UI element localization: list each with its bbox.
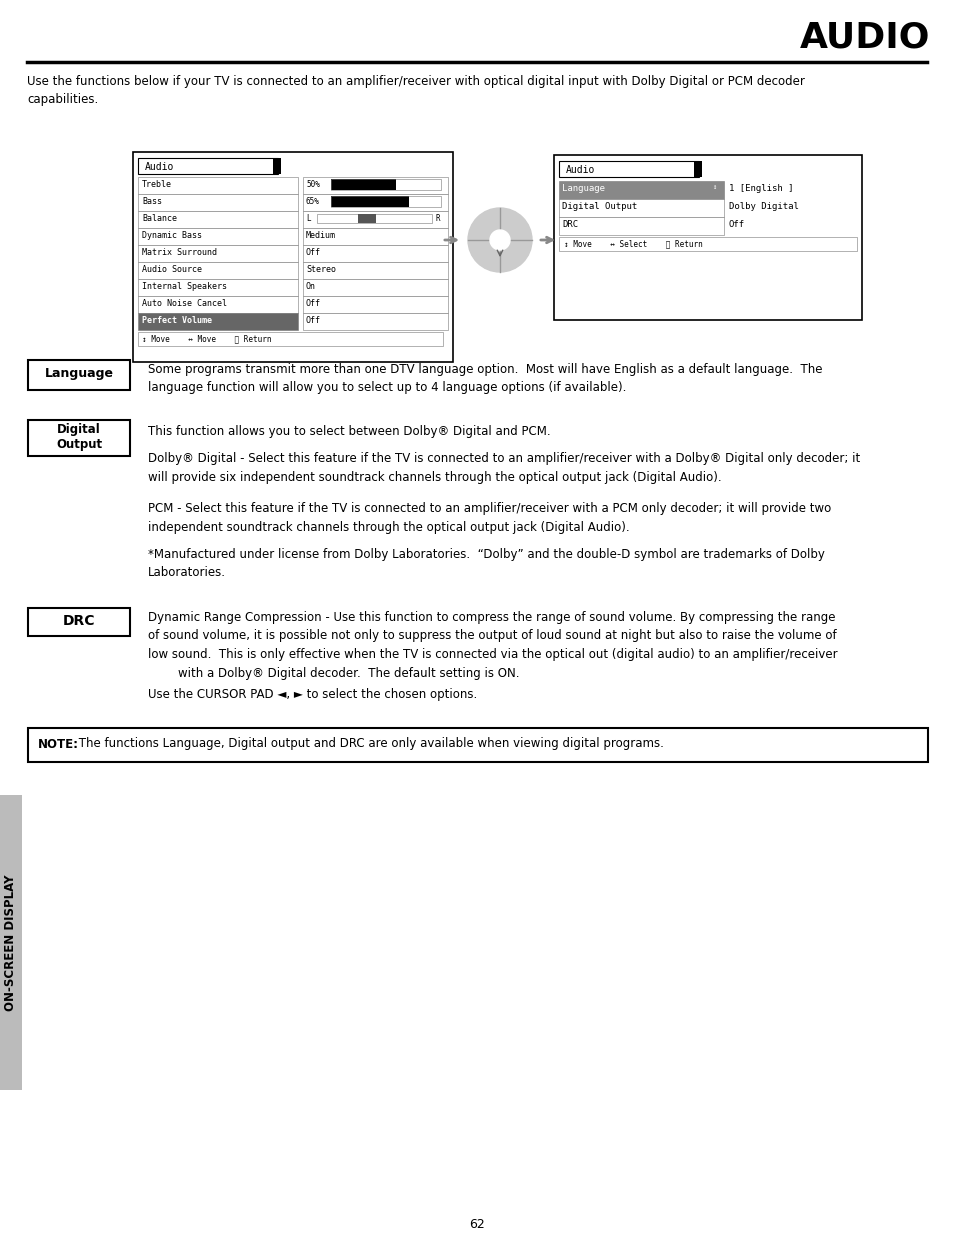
- Bar: [138, 228, 297, 245]
- Bar: [138, 245, 297, 262]
- Text: Auto Noise Cancel: Auto Noise Cancel: [142, 299, 227, 308]
- Text: DRC: DRC: [63, 614, 95, 629]
- Text: Dynamic Range Compression - Use this function to compress the range of sound vol: Dynamic Range Compression - Use this fun…: [148, 611, 837, 679]
- Bar: [554, 156, 862, 320]
- Text: Some programs transmit more than one DTV language option.  Most will have Englis: Some programs transmit more than one DTV…: [148, 363, 821, 394]
- Bar: [138, 279, 297, 296]
- Bar: [303, 279, 448, 296]
- Bar: [693, 161, 701, 177]
- Text: 50%: 50%: [306, 180, 319, 189]
- Text: Off: Off: [306, 248, 320, 257]
- Text: ON-SCREEN DISPLAY: ON-SCREEN DISPLAY: [5, 874, 17, 1010]
- Text: Use the functions below if your TV is connected to an amplifier/receiver with op: Use the functions below if your TV is co…: [27, 75, 804, 106]
- Bar: [558, 182, 723, 199]
- Text: Digital
Output: Digital Output: [56, 424, 102, 451]
- Text: Audio: Audio: [565, 165, 595, 175]
- Text: 1 [English ]: 1 [English ]: [728, 184, 793, 193]
- Text: Dynamic Bass: Dynamic Bass: [142, 231, 202, 240]
- Bar: [138, 296, 297, 312]
- Text: DRC: DRC: [561, 220, 578, 228]
- Text: Audio Source: Audio Source: [142, 266, 202, 274]
- Text: Treble: Treble: [142, 180, 172, 189]
- Bar: [558, 217, 723, 235]
- Bar: [138, 262, 297, 279]
- Text: ↕: ↕: [711, 184, 716, 190]
- Bar: [558, 161, 699, 177]
- Text: Language: Language: [561, 184, 604, 193]
- Bar: [303, 177, 448, 194]
- Text: Bass: Bass: [142, 198, 162, 206]
- Text: Audio: Audio: [145, 162, 174, 172]
- Text: Off: Off: [728, 220, 744, 228]
- Text: Matrix Surround: Matrix Surround: [142, 248, 216, 257]
- Text: 62: 62: [469, 1218, 484, 1231]
- Bar: [138, 332, 442, 346]
- Text: Dolby® Digital - Select this feature if the TV is connected to an amplifier/rece: Dolby® Digital - Select this feature if …: [148, 452, 860, 483]
- Text: ↕ Move    ↔ Select    Ⓔ Return: ↕ Move ↔ Select Ⓔ Return: [563, 240, 702, 248]
- Bar: [303, 312, 448, 330]
- Bar: [316, 214, 432, 224]
- Text: This function allows you to select between Dolby® Digital and PCM.: This function allows you to select betwe…: [148, 425, 550, 438]
- Text: On: On: [306, 282, 315, 291]
- Text: Stereo: Stereo: [306, 266, 335, 274]
- Bar: [303, 296, 448, 312]
- Bar: [357, 214, 375, 224]
- Text: PCM - Select this feature if the TV is connected to an amplifier/receiver with a: PCM - Select this feature if the TV is c…: [148, 501, 830, 534]
- Bar: [558, 199, 723, 217]
- Text: Medium: Medium: [306, 231, 335, 240]
- Text: L: L: [306, 214, 311, 224]
- Bar: [331, 196, 440, 207]
- Bar: [303, 211, 448, 228]
- Bar: [138, 177, 297, 194]
- Bar: [331, 179, 440, 190]
- Text: *Manufactured under license from Dolby Laboratories.  “Dolby” and the double-D s: *Manufactured under license from Dolby L…: [148, 548, 824, 579]
- Text: 65%: 65%: [306, 198, 319, 206]
- Text: Off: Off: [306, 299, 320, 308]
- Circle shape: [468, 207, 532, 272]
- Bar: [138, 158, 277, 174]
- Bar: [0, 795, 22, 1091]
- Bar: [303, 262, 448, 279]
- Text: The functions Language, Digital output and DRC are only available when viewing d: The functions Language, Digital output a…: [75, 737, 663, 751]
- Bar: [28, 420, 130, 456]
- Bar: [303, 228, 448, 245]
- Text: Language: Language: [45, 368, 113, 380]
- Text: Perfect Volume: Perfect Volume: [142, 316, 212, 325]
- Bar: [303, 194, 448, 211]
- Bar: [28, 727, 927, 762]
- Bar: [303, 245, 448, 262]
- Text: Balance: Balance: [142, 214, 177, 224]
- Circle shape: [490, 230, 510, 249]
- Bar: [331, 179, 395, 190]
- Bar: [138, 211, 297, 228]
- Bar: [132, 152, 453, 362]
- Bar: [331, 196, 409, 207]
- Text: Digital Output: Digital Output: [561, 203, 637, 211]
- Text: ↕ Move    ↔ Move    Ⓔ Return: ↕ Move ↔ Move Ⓔ Return: [142, 333, 272, 343]
- Text: Use the CURSOR PAD ◄, ► to select the chosen options.: Use the CURSOR PAD ◄, ► to select the ch…: [148, 688, 476, 701]
- Text: NOTE:: NOTE:: [38, 737, 79, 751]
- Bar: [273, 158, 281, 174]
- Bar: [28, 608, 130, 636]
- Text: AUDIO: AUDIO: [799, 21, 929, 56]
- Text: Dolby Digital: Dolby Digital: [728, 203, 798, 211]
- Bar: [28, 359, 130, 390]
- Bar: [138, 312, 297, 330]
- Text: Internal Speakers: Internal Speakers: [142, 282, 227, 291]
- Bar: [138, 194, 297, 211]
- Text: R: R: [436, 214, 440, 224]
- Text: Off: Off: [306, 316, 320, 325]
- Bar: [558, 237, 856, 251]
